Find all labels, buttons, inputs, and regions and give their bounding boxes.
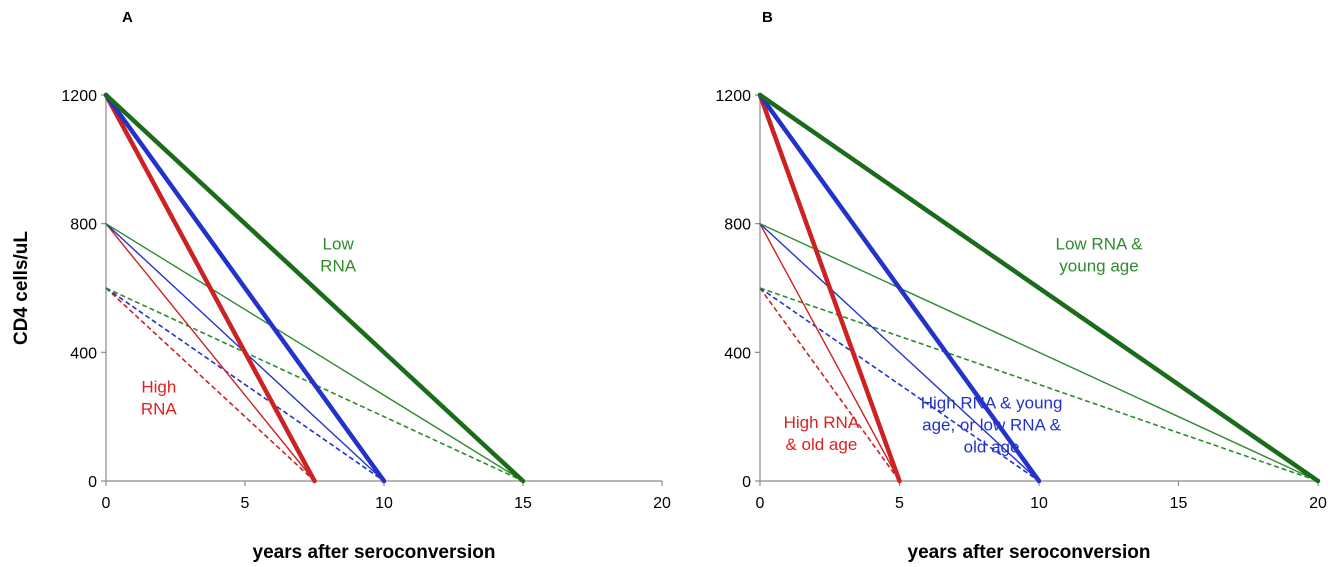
series-line-7 [759,287,1040,482]
chart-panel-a: A 0 400 800 1200 0 5 10 15 20 years after seroconv… [11,9,671,563]
annotation-line: RNA [320,256,357,275]
series-line-0 [757,92,902,484]
series-line-7 [105,287,385,482]
x-tick-label: 10 [1030,495,1048,512]
annotation-line: High RNA & young [921,394,1063,413]
chart-panel-b: B 0 400 800 1200 0 5 10 15 20 years after seroconv… [715,9,1327,563]
annotation: Low RNA [320,234,357,275]
panel-label: B [762,9,773,26]
series-line-5 [105,222,524,482]
x-axis-label: years after seroconversion [908,542,1151,563]
x-tick-label: 20 [1309,495,1327,512]
y-tick-label: 1200 [715,88,751,105]
panel-label: A [122,9,133,26]
annotation: High RNA & old age [784,413,860,454]
x-tick-label: 10 [375,495,393,512]
annotation-line: High RNA [784,413,860,432]
y-tick-label: 0 [742,474,751,491]
annotation-line: High [141,378,176,397]
x-tick-label: 0 [102,495,111,512]
y-tick-label: 400 [724,345,751,362]
series-line-3 [105,222,316,482]
x-tick-label: 20 [653,495,671,512]
y-tick-label: 0 [88,474,97,491]
series-line-8 [105,287,524,482]
series-line-0 [103,92,317,484]
series-line-2 [103,92,526,484]
y-axis-label: CD4 cells/uL [11,231,32,345]
annotation-line: RNA [141,400,178,419]
y-tick-label: 800 [724,217,751,234]
annotation: Low RNA & young age [1056,234,1144,275]
series-line-8 [759,287,1319,482]
annotation-line: Low RNA & [1056,234,1144,253]
x-tick-label: 0 [756,495,765,512]
annotation-line: & old age [785,435,857,454]
annotation-line: age, or low RNA & [922,416,1062,435]
x-tick-label: 5 [895,495,904,512]
y-tick-label: 400 [70,345,97,362]
series-line-1 [757,92,1042,484]
y-tick-label: 1200 [61,88,97,105]
x-tick-label: 15 [514,495,532,512]
x-axis-label: years after seroconversion [253,542,496,563]
series-line-1 [103,92,387,484]
annotation-line: Low [323,234,355,253]
annotation: High RNA & young age, or low RNA & old age [921,394,1063,457]
annotation: High RNA [141,378,178,419]
annotation-line: young age [1059,256,1138,275]
series-line-5 [759,222,1319,482]
series-line-4 [759,222,1040,482]
x-tick-label: 15 [1170,495,1188,512]
annotation-line: old age [964,438,1020,457]
y-tick-label: 800 [70,217,97,234]
series-line-6 [105,287,316,482]
series-line-2 [757,92,1321,484]
x-tick-label: 5 [241,495,250,512]
series-line-3 [759,222,901,482]
